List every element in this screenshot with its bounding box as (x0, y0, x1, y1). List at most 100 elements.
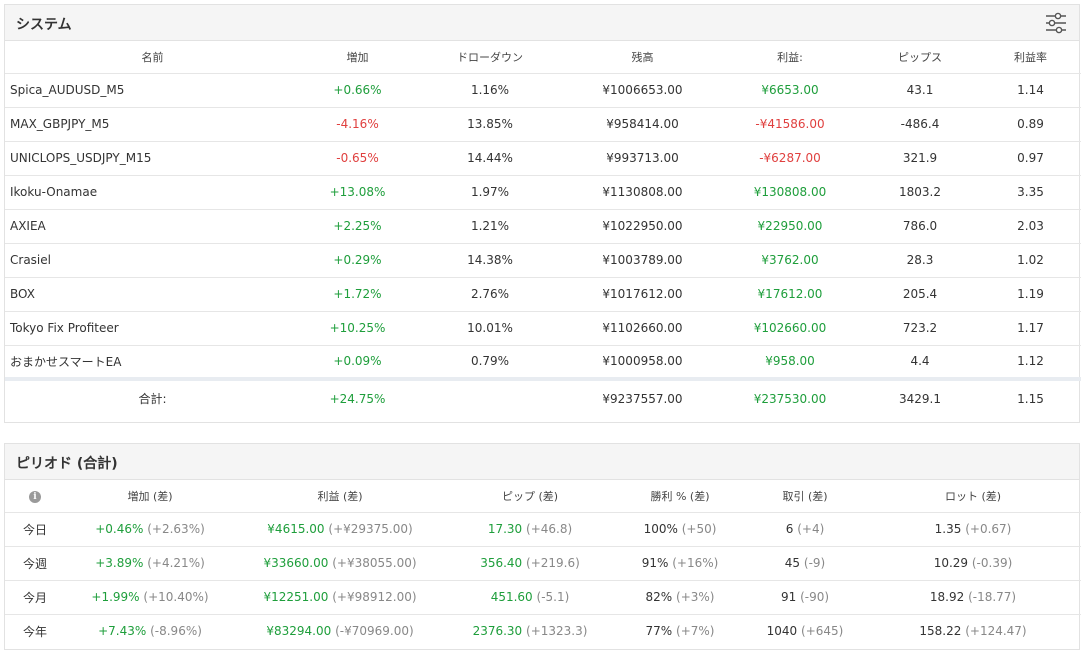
system-profit-factor: 1.12 (980, 345, 1081, 380)
system-row[interactable]: Ikoku-Onamae +13.08% 1.97% ¥1130808.00 ¥1308… (5, 175, 1081, 210)
system-profit: -¥6287.00 (720, 141, 860, 176)
system-pips: 321.9 (860, 141, 980, 176)
period-panel-title: ピリオド (合計) (16, 456, 118, 472)
system-gain: +1.72% (300, 277, 415, 312)
col-header-balance[interactable]: 残高 (565, 41, 720, 74)
system-drawdown: 1.97% (415, 175, 565, 210)
period-pips: 2376.30 (+1323.3) (445, 614, 615, 648)
period-win-rate-diff: (+50) (681, 522, 717, 536)
period-gain: +7.43% (-8.96%) (65, 614, 235, 648)
system-name[interactable]: AXIEA (5, 209, 300, 244)
period-gain-diff: (+4.21%) (147, 556, 205, 570)
system-pips: -486.4 (860, 107, 980, 142)
system-balance: ¥1000958.00 (565, 345, 720, 380)
period-win-rate-value: 82% (645, 590, 673, 604)
period-pips: 356.40 (+219.6) (445, 546, 615, 581)
period-trades-value: 1040 (766, 624, 798, 639)
system-balance: ¥958414.00 (565, 107, 720, 142)
system-profit: ¥958.00 (720, 345, 860, 380)
period-pips: 451.60 (-5.1) (445, 580, 615, 615)
period-win-rate: 77% (+7%) (615, 614, 745, 648)
col-header-profit-factor[interactable]: 利益率 (980, 41, 1081, 74)
system-row[interactable]: Crasiel +0.29% 14.38% ¥1003789.00 ¥3762.00 28… (5, 243, 1081, 278)
info-icon[interactable]: i (29, 490, 41, 503)
system-gain: +0.29% (300, 243, 415, 278)
period-col-trades: 取引 (差) (745, 480, 865, 513)
period-label: 今年 (22, 624, 47, 639)
system-row[interactable]: UNICLOPS_USDJPY_M15 -0.65% 14.44% ¥993713.0… (5, 141, 1081, 176)
system-drawdown: 1.16% (415, 73, 565, 108)
period-table: i 増加 (差) 利益 (差) ピップ (差) 勝利 % (差) 取引 (差) … (5, 480, 1081, 648)
system-row[interactable]: Spica_AUDUSD_M5 +0.66% 1.16% ¥1006653.00 ¥66… (5, 73, 1081, 108)
period-row: 今月 +1.99% (+10.40%) ¥12251.00 (+¥98912.00)… (5, 580, 1081, 615)
period-trades-diff: (+4) (797, 522, 825, 536)
period-panel-header: ピリオド (合計) (5, 444, 1079, 480)
system-name[interactable]: UNICLOPS_USDJPY_M15 (5, 141, 300, 176)
system-name[interactable]: MAX_GBPJPY_M5 (5, 107, 300, 142)
period-win-rate: 91% (+16%) (615, 546, 745, 581)
system-row[interactable]: Tokyo Fix Profiteer +10.25% 10.01% ¥1102660… (5, 311, 1081, 346)
period-profit-value: ¥4615.00 (267, 522, 325, 536)
period-gain-diff: (+10.40%) (143, 590, 209, 604)
system-profit-factor: 3.35 (980, 175, 1081, 210)
period-win-rate: 82% (+3%) (615, 580, 745, 615)
period-gain-value: +0.46% (95, 522, 144, 536)
period-pips-value: 451.60 (490, 590, 533, 604)
total-profit-factor: 1.15 (980, 377, 1081, 416)
system-row[interactable]: AXIEA +2.25% 1.21% ¥1022950.00 ¥22950.00 786.… (5, 209, 1081, 244)
system-profit: ¥6653.00 (720, 73, 860, 108)
sliders-icon[interactable] (1045, 12, 1067, 34)
system-row[interactable]: BOX +1.72% 2.76% ¥1017612.00 ¥17612.00 205.4 1… (5, 277, 1081, 312)
total-drawdown (415, 377, 565, 416)
period-trades-diff: (-9) (803, 556, 826, 570)
system-table-header: 名前 増加 ドローダウン 残高 利益: ピップス 利益率 (5, 41, 1081, 74)
system-drawdown: 1.21% (415, 209, 565, 244)
col-header-profit[interactable]: 利益: (720, 41, 860, 74)
system-gain: +0.09% (300, 345, 415, 380)
period-lots: 10.29 (-0.39) (865, 546, 1081, 581)
period-lots-value: 10.29 (933, 556, 969, 570)
system-name[interactable]: おまかせスマートEA (5, 345, 300, 380)
system-name[interactable]: Spica_AUDUSD_M5 (5, 73, 300, 108)
period-win-rate-diff: (+7%) (676, 624, 715, 639)
system-pips: 205.4 (860, 277, 980, 312)
period-col-gain: 増加 (差) (65, 480, 235, 513)
col-header-drawdown[interactable]: ドローダウン (415, 41, 565, 74)
system-gain: -0.65% (300, 141, 415, 176)
system-balance: ¥993713.00 (565, 141, 720, 176)
period-lots: 158.22 (+124.47) (865, 614, 1081, 648)
system-name[interactable]: Ikoku-Onamae (5, 175, 300, 210)
period-col-win-rate: 勝利 % (差) (615, 480, 745, 513)
system-row[interactable]: MAX_GBPJPY_M5 -4.16% 13.85% ¥958414.00 -¥415… (5, 107, 1081, 142)
period-gain-value: +3.89% (95, 556, 144, 570)
system-balance: ¥1102660.00 (565, 311, 720, 346)
system-row[interactable]: おまかせスマートEA +0.09% 0.79% ¥1000958.00 ¥958.00 4… (5, 345, 1081, 380)
period-pips-diff: (-5.1) (536, 590, 570, 604)
system-panel: システム 名前 増加 ドローダウン 残高 利益: ピップス (4, 4, 1081, 423)
period-trades-value: 45 (784, 556, 801, 570)
col-header-name[interactable]: 名前 (5, 41, 300, 74)
period-gain-diff: (-8.96%) (150, 624, 202, 639)
period-profit: ¥83294.00 (-¥70969.00) (235, 614, 445, 648)
period-win-rate-diff: (+3%) (676, 590, 715, 604)
system-profit-factor: 0.89 (980, 107, 1081, 142)
period-profit: ¥33660.00 (+¥38055.00) (235, 546, 445, 581)
system-pips: 4.4 (860, 345, 980, 380)
system-gain: +13.08% (300, 175, 415, 210)
system-pips: 723.2 (860, 311, 980, 346)
system-name[interactable]: Crasiel (5, 243, 300, 278)
period-trades: 91 (-90) (745, 580, 865, 615)
system-name[interactable]: BOX (5, 277, 300, 312)
col-header-pips[interactable]: ピップス (860, 41, 980, 74)
period-col-pips: ピップ (差) (445, 480, 615, 513)
system-drawdown: 14.44% (415, 141, 565, 176)
period-profit-diff: (+¥38055.00) (332, 556, 417, 570)
period-profit-value: ¥12251.00 (263, 590, 329, 604)
period-lots-diff: (+124.47) (965, 624, 1027, 639)
col-header-gain[interactable]: 増加 (300, 41, 415, 74)
period-row: 今日 +0.46% (+2.63%) ¥4615.00 (+¥29375.00) 17… (5, 512, 1081, 547)
period-trades-value: 91 (780, 590, 797, 604)
system-name[interactable]: Tokyo Fix Profiteer (5, 311, 300, 346)
period-trades-diff: (+645) (801, 624, 844, 639)
period-label: 今週 (5, 546, 65, 581)
